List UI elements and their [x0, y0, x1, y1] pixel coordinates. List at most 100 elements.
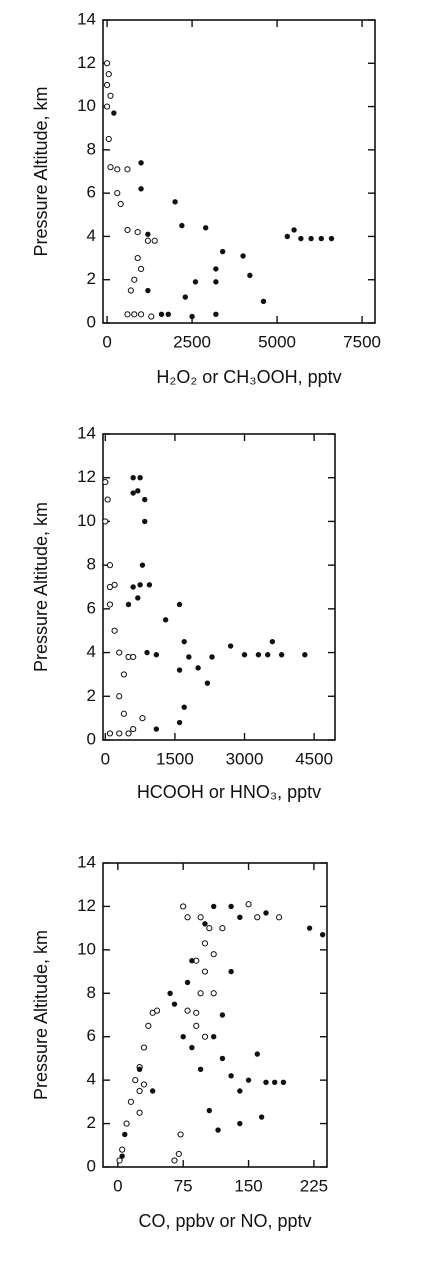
y-tick-label: 8	[87, 983, 96, 1002]
y-tick-label: 10	[77, 939, 96, 958]
open-point	[219, 925, 226, 932]
filled-point	[171, 1001, 178, 1007]
filled-point	[165, 311, 171, 318]
open-point	[116, 1157, 123, 1164]
y-tick-label: 4	[87, 226, 96, 245]
filled-point	[176, 667, 183, 673]
filled-point	[202, 921, 208, 927]
filled-point	[278, 652, 285, 658]
x-tick-label: 5000	[258, 332, 296, 351]
filled-point	[260, 298, 267, 305]
open-point	[127, 1098, 134, 1105]
filled-point	[125, 601, 132, 608]
y-tick-label: 2	[87, 686, 96, 705]
filled-point	[111, 110, 117, 116]
filled-point	[319, 931, 326, 938]
filled-point	[280, 1079, 287, 1086]
open-point	[105, 135, 112, 143]
open-point	[137, 311, 145, 318]
filled-point	[176, 601, 183, 608]
y-tick-label: 2	[87, 1113, 96, 1132]
x-tick-label: 225	[300, 1176, 328, 1195]
open-point	[171, 1157, 178, 1164]
y-tick-label: 10	[77, 96, 96, 115]
open-point	[124, 311, 131, 318]
filled-point	[142, 496, 148, 503]
filled-point	[167, 990, 173, 996]
open-point	[103, 103, 111, 110]
open-point	[254, 914, 261, 921]
open-point	[201, 940, 209, 947]
filled-point	[176, 719, 183, 726]
filled-point	[272, 1079, 278, 1086]
filled-point	[119, 1153, 125, 1159]
open-point	[210, 990, 217, 997]
y-tick-label: 8	[87, 555, 96, 574]
filled-point	[146, 582, 153, 588]
filled-point	[240, 253, 246, 259]
x-tick-label: 150	[234, 1176, 262, 1195]
open-point	[111, 627, 118, 634]
filled-point	[298, 235, 304, 242]
open-point	[106, 730, 114, 737]
filled-point	[254, 1051, 260, 1057]
filled-point	[237, 1120, 243, 1127]
y-tick-label: 0	[87, 1156, 96, 1175]
y-tick-label: 0	[87, 312, 96, 331]
y-tick-label: 12	[77, 896, 96, 915]
filled-point	[195, 665, 201, 671]
filled-point	[291, 227, 297, 233]
filled-point	[269, 638, 276, 645]
filled-point	[189, 958, 195, 964]
open-point	[114, 190, 121, 197]
filled-point	[213, 279, 219, 285]
filled-point	[153, 726, 160, 732]
filled-point	[136, 1066, 143, 1072]
filled-point	[241, 652, 248, 658]
open-point	[177, 1131, 184, 1138]
x-tick-label: 7500	[343, 332, 381, 351]
x-tick-label: 0	[113, 1176, 122, 1195]
filled-point	[258, 1114, 265, 1120]
filled-point	[237, 1088, 243, 1094]
filled-point	[189, 313, 195, 320]
x-tick-label: 2500	[173, 332, 211, 351]
open-point	[184, 914, 191, 921]
filled-point	[130, 475, 136, 481]
filled-point	[328, 235, 335, 242]
open-point	[102, 518, 109, 525]
plot-frame	[102, 19, 376, 324]
open-point	[103, 81, 111, 89]
filled-point	[139, 562, 146, 568]
open-point	[136, 1109, 143, 1116]
open-point	[111, 581, 118, 588]
open-point	[105, 71, 112, 78]
filled-point	[204, 680, 211, 686]
filled-point	[227, 643, 234, 649]
filled-point	[138, 160, 144, 166]
y-tick-label: 4	[87, 1070, 96, 1089]
open-point	[275, 914, 283, 921]
y-tick-label: 12	[77, 53, 96, 72]
open-point	[130, 653, 137, 661]
y-axis-label: Pressure Altitude, km	[31, 502, 51, 672]
filled-point	[144, 649, 150, 656]
filled-point	[308, 235, 314, 242]
y-axis-label: Pressure Altitude, km	[31, 930, 51, 1100]
filled-point	[189, 1044, 195, 1051]
filled-point	[137, 475, 143, 481]
y-axis-label: Pressure Altitude, km	[31, 86, 51, 256]
filled-point	[172, 199, 178, 205]
open-point	[131, 276, 138, 283]
filled-point	[149, 1088, 156, 1094]
open-point	[180, 903, 187, 910]
x-tick-label: 75	[174, 1176, 193, 1195]
open-point	[124, 226, 131, 234]
y-tick-label: 14	[77, 9, 96, 28]
x-axis-label: H₂O₂ or CH₃OOH, pptv	[156, 367, 341, 387]
filled-point	[181, 704, 187, 710]
open-point	[125, 730, 132, 737]
open-point	[193, 1022, 200, 1029]
filled-point	[145, 231, 151, 237]
